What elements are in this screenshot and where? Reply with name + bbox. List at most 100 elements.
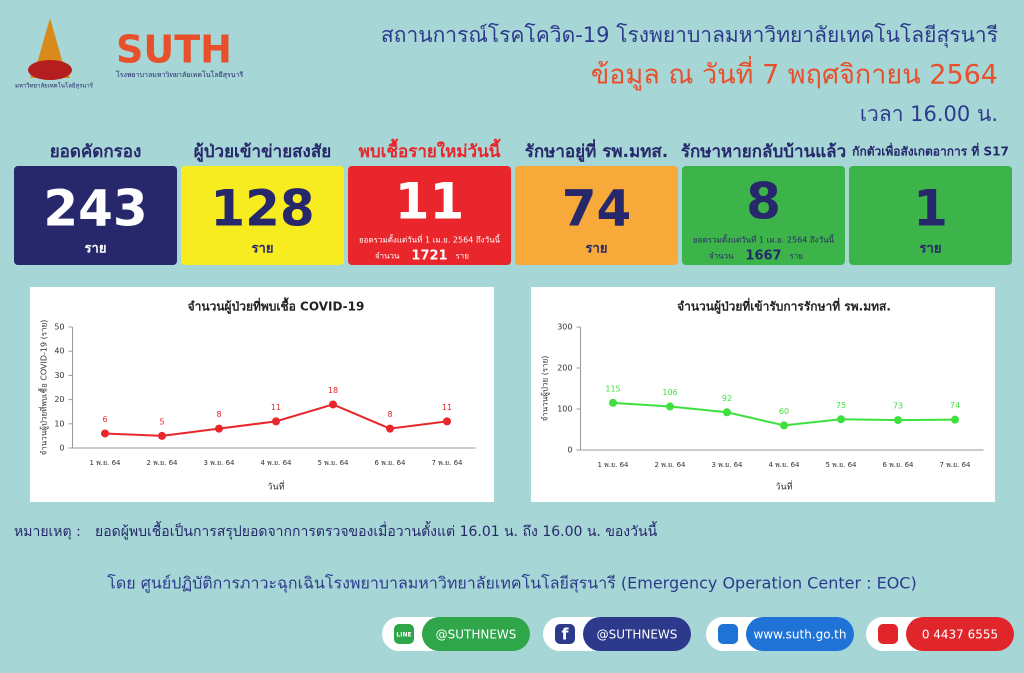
- card-label: กักตัวเพื่อสังเกตอาการ ที่ S17: [852, 143, 1009, 159]
- contact-icon: [394, 624, 414, 644]
- y-tick-label: 20: [54, 395, 64, 404]
- contact-band: [583, 617, 691, 651]
- contact-text: @SUTHNEWS: [597, 628, 678, 642]
- card-unit: ราย: [920, 242, 942, 257]
- point: [443, 417, 451, 426]
- card: [181, 166, 344, 265]
- card-unit: ราย: [586, 242, 608, 257]
- y-tick-label: 50: [54, 323, 64, 332]
- card-value: 128: [210, 180, 314, 238]
- title: สถานการณ์โรคโควิด-19 โรงพยาบาลมหาวิทยาลั…: [381, 23, 998, 48]
- card-unit: ราย: [456, 252, 469, 261]
- x-tick-label: 3 พ.ย. 64: [204, 459, 236, 467]
- card-unit: ราย: [85, 242, 107, 257]
- point: [609, 398, 617, 407]
- date: ข้อมูล ณ วันที่ 7 พฤศจิกายน 2564: [591, 56, 998, 91]
- x-tick-label: 1 พ.ย. 64: [598, 461, 630, 469]
- contact-band: [422, 617, 530, 651]
- x-axis-label: วันที่: [267, 480, 284, 493]
- brand: SUTH: [116, 28, 232, 72]
- card-total-label: จำนวน: [709, 252, 734, 261]
- point: [158, 431, 166, 440]
- contact-icon: [718, 624, 738, 644]
- card-label: รักษาหายกลับบ้านแล้ว: [681, 142, 846, 162]
- card-total: 1721: [411, 249, 447, 264]
- point: [329, 400, 337, 409]
- card-label: ผู้ป่วยเข้าข่ายสงสัย: [194, 142, 331, 163]
- point: [101, 429, 109, 438]
- card: [682, 166, 845, 265]
- contact-icon-label: LINE: [396, 632, 411, 639]
- card-total-label: จำนวน: [375, 252, 400, 261]
- note: ยอดผู้พบเชื้อเป็นการสรุปยอดจากการตรวจของ…: [95, 521, 658, 540]
- point: [386, 424, 394, 433]
- data-label: 92: [722, 394, 732, 403]
- x-tick-label: 5 พ.ย. 64: [826, 461, 858, 469]
- x-tick-label: 4 พ.ย. 64: [261, 459, 293, 467]
- card-value: 11: [395, 173, 465, 231]
- data-label: 75: [836, 401, 846, 410]
- org: โดย ศูนย์ปฏิบัติการภาวะฉุกเฉินโรงพยาบาลม…: [107, 574, 916, 594]
- x-tick-label: 4 พ.ย. 64: [769, 461, 801, 469]
- card-note: ยอดรวมตั้งแต่วันที่ 1 เม.ย. 2564 ถึงวันน…: [359, 234, 501, 245]
- contact-band: [906, 617, 1014, 651]
- y-tick-label: 200: [557, 364, 572, 373]
- x-tick-label: 6 พ.ย. 64: [375, 459, 407, 467]
- x-axis-label: วันที่: [775, 480, 792, 493]
- time: เวลา 16.00 น.: [860, 102, 998, 126]
- x-tick-label: 7 พ.ย. 64: [432, 459, 464, 467]
- contact-icon: [878, 624, 898, 644]
- contact-text: @SUTHNEWS: [436, 628, 517, 642]
- point: [666, 402, 674, 411]
- logo-caption: มหาวิทยาลัยเทคโนโลยีสุรนารี: [15, 82, 94, 90]
- card-value: 243: [43, 180, 147, 238]
- x-tick-label: 2 พ.ย. 64: [655, 461, 687, 469]
- data-label: 73: [893, 402, 903, 411]
- y-tick-label: 0: [567, 446, 572, 455]
- y-axis-label: จำนวนผู้ป่วยที่พบเชื้อ COVID-19 (ราย): [38, 320, 50, 456]
- data-label: 115: [605, 384, 620, 393]
- y-tick-label: 30: [54, 371, 64, 380]
- card-label: รักษาอยู่ที่ รพ.มทส.: [525, 139, 669, 163]
- card-value: 8: [746, 173, 781, 231]
- card-label: ยอดคัดกรอง: [50, 142, 142, 162]
- point: [272, 417, 280, 426]
- note-label: หมายเหตุ :: [14, 524, 81, 540]
- data-label: 8: [387, 410, 392, 419]
- x-tick-label: 5 พ.ย. 64: [318, 459, 350, 467]
- x-tick-label: 2 พ.ย. 64: [147, 459, 179, 467]
- contact-icon: [555, 624, 575, 644]
- chart-panel: [531, 287, 995, 502]
- data-label: 8: [216, 410, 221, 419]
- y-axis-label: จำนวนผู้ป่วย (ราย): [541, 356, 551, 422]
- card: [515, 166, 678, 265]
- chart-title: จำนวนผู้ป่วยที่พบเชื้อ COVID-19: [188, 297, 365, 315]
- logo: [28, 18, 72, 80]
- point: [951, 415, 959, 424]
- card-value: 74: [562, 180, 632, 238]
- card: [14, 166, 177, 265]
- card-value: 1: [913, 180, 948, 238]
- point: [215, 424, 223, 433]
- data-label: 11: [271, 403, 281, 412]
- data-label: 74: [950, 401, 960, 410]
- brand-sub: โรงพยาบาลมหาวิทยาลัยเทคโนโลยีสุรนารี: [116, 70, 244, 79]
- data-label: 5: [159, 417, 164, 426]
- data-label: 18: [328, 386, 338, 395]
- y-tick-label: 300: [557, 323, 572, 332]
- chart-title: จำนวนผู้ป่วยที่เข้ารับการรักษาที่ รพ.มทส…: [677, 298, 891, 315]
- x-tick-label: 3 พ.ย. 64: [712, 461, 744, 469]
- contact-text: www.suth.go.th: [753, 628, 846, 642]
- contact-text: 0 4437 6555: [922, 628, 998, 642]
- y-tick-label: 100: [557, 405, 572, 414]
- point: [837, 415, 845, 424]
- contact-band: [746, 617, 854, 651]
- data-label: 6: [102, 415, 107, 424]
- x-tick-label: 6 พ.ย. 64: [883, 461, 915, 469]
- data-label: 11: [442, 403, 452, 412]
- card-label: พบเชื้อรายใหม่วันนี้: [359, 138, 501, 162]
- data-label: 60: [779, 407, 789, 416]
- card-unit: ราย: [790, 252, 803, 261]
- card: [849, 166, 1012, 265]
- card-note: ยอดรวมตั้งแต่วันที่ 1 เม.ย. 2564 ถึงวันน…: [693, 234, 835, 245]
